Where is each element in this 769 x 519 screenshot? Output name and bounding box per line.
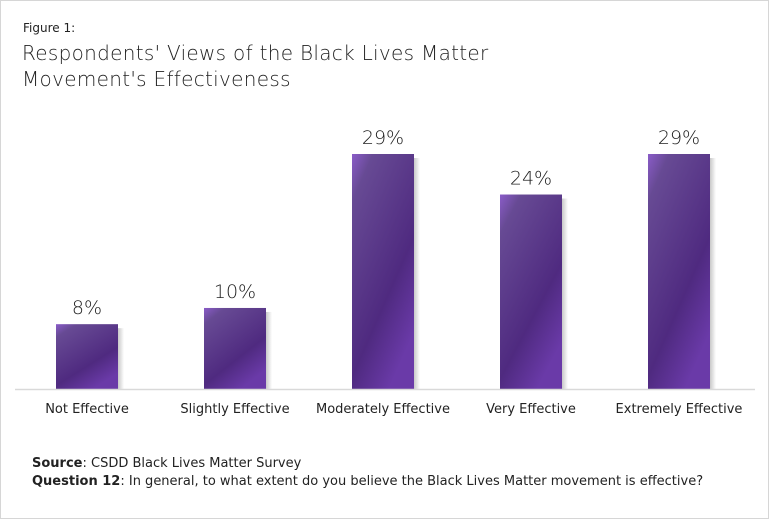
data-label: 29% <box>658 127 700 149</box>
bar-shadow <box>710 158 716 389</box>
bar-1 <box>204 307 266 389</box>
source-note: Source: CSDD Black Lives Matter Survey <box>32 456 301 471</box>
chart-title-line-1: Respondents' Views of the Black Lives Ma… <box>22 41 489 65</box>
bar-4 <box>648 154 710 389</box>
bar-shadow <box>414 158 420 389</box>
chart-title: Respondents' Views of the Black Lives Ma… <box>22 40 489 92</box>
bar-shadow <box>562 198 568 389</box>
category-label: Extremely Effective <box>616 402 743 417</box>
question-label: Question 12 <box>32 474 121 489</box>
source-text: : CSDD Black Lives Matter Survey <box>82 456 302 471</box>
bar-shadow <box>118 328 124 389</box>
data-label: 29% <box>362 127 404 149</box>
category-label: Very Effective <box>486 402 576 417</box>
data-label: 10% <box>214 281 256 303</box>
question-note: Question 12: In general, to what extent … <box>32 474 703 489</box>
category-label: Moderately Effective <box>316 402 450 417</box>
source-label: Source <box>32 456 83 471</box>
figure-label: Figure 1: <box>23 21 76 35</box>
data-label: 8% <box>72 297 102 319</box>
bar-3 <box>500 194 562 389</box>
category-label: Not Effective <box>45 402 129 417</box>
category-label: Slightly Effective <box>180 402 289 417</box>
bar-0 <box>56 324 118 389</box>
bar-2 <box>352 154 414 389</box>
question-text: : In general, to what extent do you beli… <box>120 474 704 489</box>
chart-title-line-2: Movement's Effectiveness <box>22 67 291 91</box>
data-label: 24% <box>510 168 552 190</box>
bar-shadow <box>266 311 272 389</box>
